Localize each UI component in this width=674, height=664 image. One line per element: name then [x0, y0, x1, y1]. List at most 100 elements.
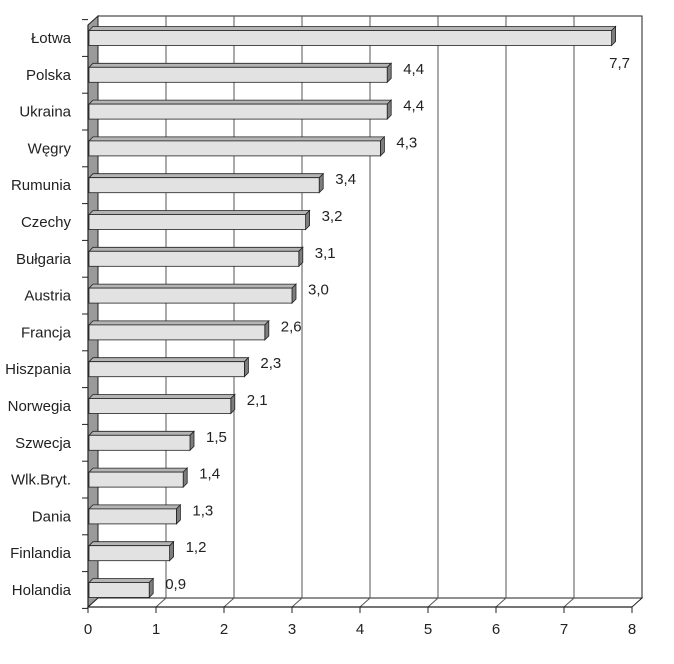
floor-gridline — [291, 597, 303, 608]
bar-top — [88, 26, 617, 31]
value-label: 4,4 — [403, 98, 424, 115]
category-label: Rumunia — [11, 177, 72, 194]
x-tick-labels: 0 1 2 3 4 5 6 7 8 — [84, 621, 636, 638]
category-label: Francja — [21, 324, 72, 341]
bar — [88, 540, 175, 562]
bar-end — [148, 577, 154, 599]
value-label: 2,6 — [281, 318, 302, 335]
bar-end — [291, 283, 297, 305]
bar — [88, 467, 189, 489]
bar — [88, 62, 393, 84]
bar-face — [88, 66, 388, 83]
floor-gridline — [155, 597, 167, 608]
category-label: Norwegia — [8, 398, 72, 415]
bar-end — [169, 540, 175, 562]
bar-end — [264, 319, 270, 341]
value-label: 2,3 — [260, 355, 281, 372]
bar-top — [88, 283, 297, 289]
bar-top — [88, 246, 304, 252]
bar-face — [88, 250, 300, 267]
value-label: 4,4 — [403, 61, 424, 78]
x-tick-label: 2 — [220, 621, 228, 638]
category-label: Hiszpania — [5, 361, 72, 378]
value-label: 1,3 — [192, 502, 213, 519]
bar-top — [88, 210, 311, 215]
category-label: Polska — [26, 67, 72, 84]
bar-end — [298, 246, 304, 268]
x-tick-label: 3 — [288, 621, 296, 638]
bar — [88, 25, 617, 47]
bar-top — [88, 136, 386, 142]
value-label: 1,2 — [186, 539, 207, 556]
bar-top — [88, 430, 195, 436]
category-label: Węgry — [28, 140, 72, 157]
bar-face — [88, 361, 245, 378]
bar-top — [88, 467, 189, 473]
value-label: 3,4 — [335, 171, 356, 188]
axes — [82, 19, 633, 613]
value-label: 3,1 — [315, 245, 336, 262]
x-tick-label: 5 — [424, 621, 432, 638]
value-label: 4,3 — [396, 134, 417, 151]
bar-face — [88, 287, 293, 304]
bar-face — [88, 434, 191, 451]
bar-end — [379, 135, 385, 157]
bar-face — [88, 398, 232, 414]
category-label: Czechy — [21, 214, 72, 231]
floor-gridline — [359, 597, 371, 608]
bar-face — [88, 30, 612, 46]
bar-face — [88, 508, 177, 525]
value-labels: 7,7 4,4 4,4 4,3 3,4 3,2 3,1 3,0 2,6 2,3 2,1 1,5 1,4 1… — [165, 55, 630, 593]
bar — [88, 356, 250, 378]
bar-face — [88, 177, 320, 194]
category-label: Bułgaria — [16, 251, 72, 268]
bar — [88, 319, 270, 341]
value-label: 1,4 — [199, 466, 220, 483]
bar-end — [611, 25, 616, 47]
x-tick-label: 8 — [628, 621, 636, 638]
category-label: Finlandia — [10, 545, 72, 562]
bar — [88, 99, 393, 121]
bar-top — [88, 357, 250, 363]
bar — [88, 172, 325, 194]
bar-face — [88, 214, 307, 230]
bar-top — [88, 62, 393, 68]
bar-top — [88, 504, 182, 510]
bar — [88, 283, 297, 305]
bar-end — [243, 356, 249, 378]
bar-top — [88, 173, 325, 179]
bar-face — [88, 582, 150, 598]
bar-face — [88, 324, 266, 341]
category-label: Wlk.Bryt. — [11, 472, 71, 489]
category-labels: Łotwa Polska Ukraina Węgry Rumunia Czechy Bułg… — [5, 30, 72, 599]
bar-end — [386, 62, 392, 84]
category-label: Łotwa — [31, 30, 72, 47]
floor-gridline — [427, 597, 439, 608]
bar — [88, 503, 182, 525]
x-tick-label: 6 — [492, 621, 500, 638]
bar-end — [175, 503, 181, 525]
bar — [88, 393, 236, 415]
x-tick-label: 4 — [356, 621, 364, 638]
bar-face — [88, 471, 184, 488]
bar-top — [88, 320, 270, 326]
value-label: 7,7 — [609, 55, 630, 72]
bar — [88, 209, 311, 231]
bar-top — [88, 578, 155, 583]
floor-gridline — [495, 597, 507, 608]
bar-face — [88, 545, 170, 562]
bar-end — [189, 430, 195, 452]
bar-end — [305, 209, 311, 231]
value-label: 3,0 — [308, 282, 329, 299]
value-label: 0,9 — [165, 576, 186, 593]
category-label: Holandia — [12, 582, 72, 599]
x-tick-label: 7 — [560, 621, 568, 638]
category-label: Dania — [32, 508, 72, 525]
bar-top — [88, 394, 236, 399]
category-label: Szwecja — [15, 435, 72, 452]
bar-face — [88, 140, 381, 157]
value-label: 1,5 — [206, 429, 227, 446]
bar — [88, 430, 195, 452]
x-tick-label: 1 — [152, 621, 160, 638]
